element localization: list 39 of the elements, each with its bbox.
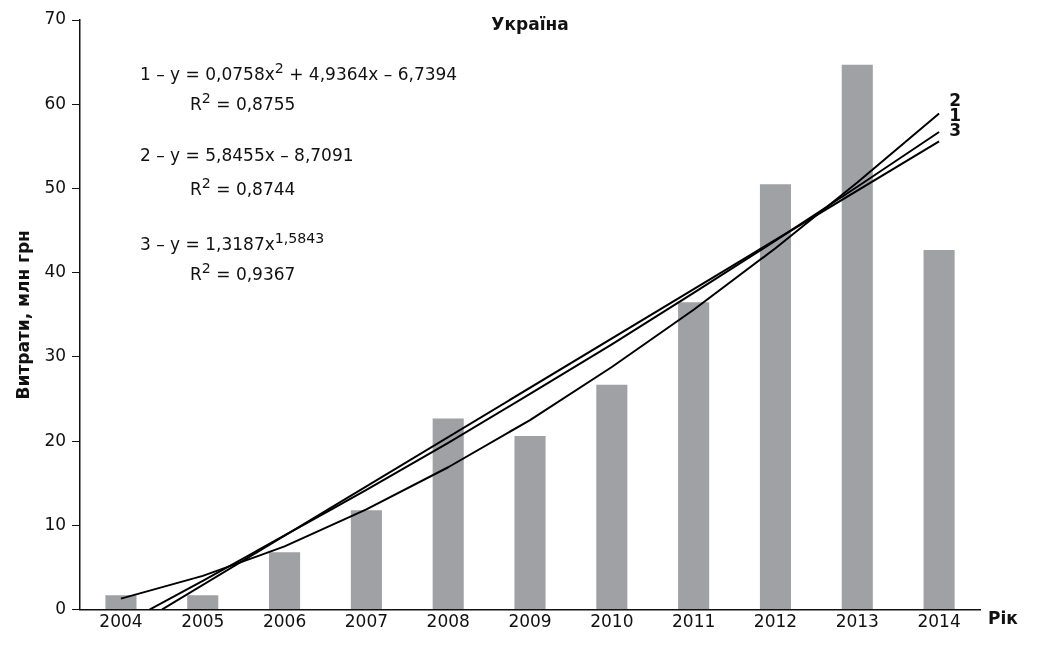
x-tick-label: 2004 (99, 611, 143, 632)
x-tick-label: 2010 (590, 611, 634, 632)
bar (759, 184, 792, 610)
annotation: 2 – y = 5,8455x – 8,7091 (140, 145, 354, 165)
x-tick-label: 2014 (917, 611, 961, 632)
annotation: 1 – y = 0,0758x$^{2}$ + 4,9364x – 6,7394 (140, 60, 458, 84)
bar (269, 552, 301, 610)
y-tick-label: 50 (44, 176, 67, 197)
x-tick-label: 2011 (672, 611, 716, 632)
annotation: R$^{2}$ = 0,9367 (190, 260, 296, 284)
bar (350, 510, 382, 610)
annotation: 3 – y = 1,3187x$^{1,5843}$ (140, 230, 325, 254)
x-tick-label: 2009 (508, 611, 552, 632)
x-tick-label: 2008 (426, 611, 470, 632)
x-tick-label: 2007 (344, 611, 389, 632)
bar (841, 64, 873, 610)
x-tick-label: 2013 (835, 611, 879, 632)
bar (187, 595, 219, 610)
y-tick-label: 30 (44, 345, 67, 366)
y-tick-label: 60 (44, 92, 67, 113)
bar (678, 302, 710, 610)
y-tick-label: 40 (44, 261, 67, 282)
x-tick-label: 2005 (181, 611, 225, 632)
y-tick-label: 70 (44, 8, 67, 29)
bar (923, 249, 955, 610)
y-axis-title: Витрати, млн грн (12, 230, 33, 400)
bar (105, 595, 137, 610)
bar (514, 436, 546, 610)
bar (432, 418, 464, 610)
x-tick-label: 2006 (262, 611, 307, 632)
annotation: R$^{2}$ = 0,8744 (190, 175, 296, 199)
y-tick-label: 20 (44, 429, 67, 450)
bar (596, 384, 628, 610)
annotation: R$^{2}$ = 0,8755 (190, 90, 296, 114)
x-tick-label: 2012 (753, 611, 798, 632)
y-tick-label: 10 (44, 513, 67, 534)
y-tick-label: 0 (55, 598, 67, 619)
x-axis-title: Рік (988, 608, 1019, 629)
chart-title: Україна (491, 14, 569, 35)
